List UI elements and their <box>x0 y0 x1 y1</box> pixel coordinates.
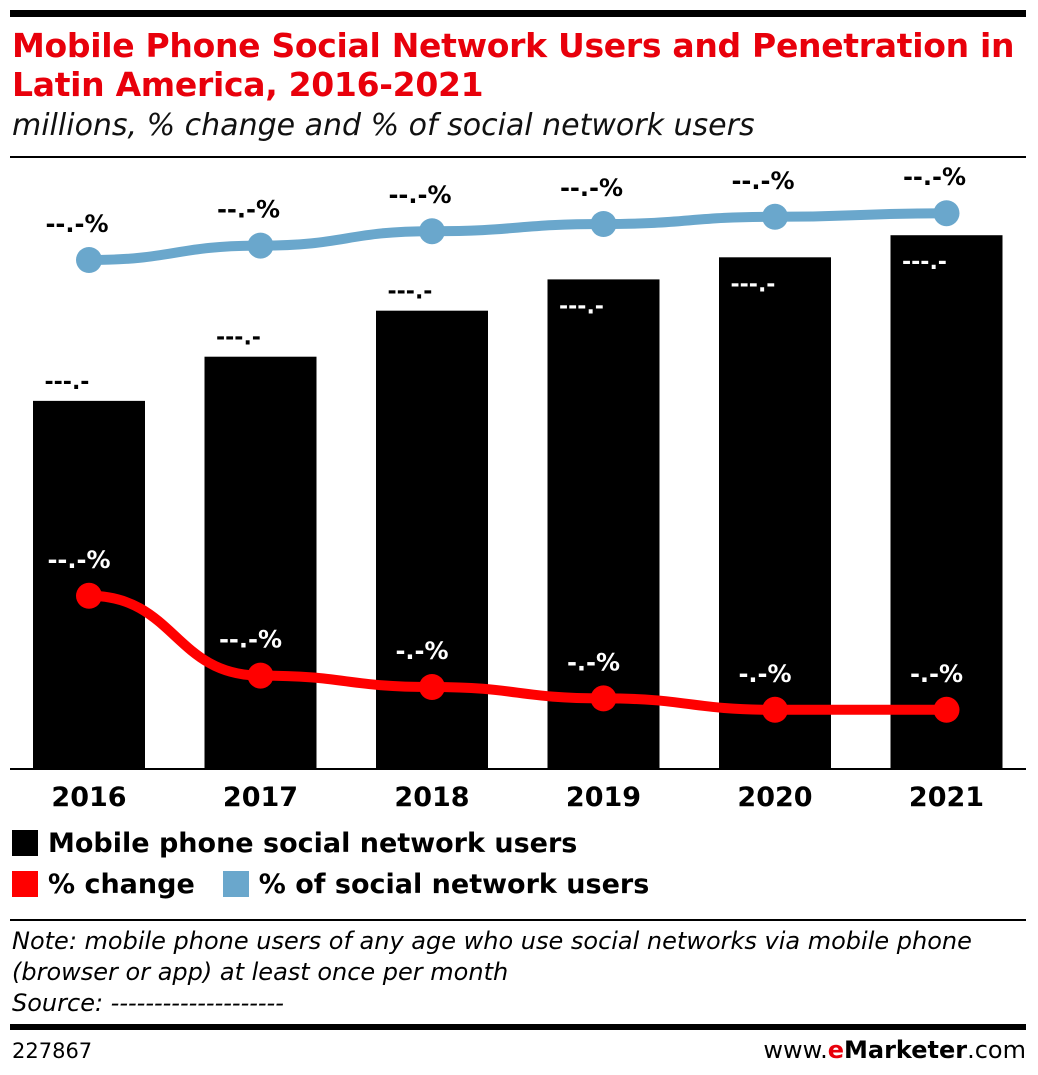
bar-label-2020: ---.- <box>731 272 776 297</box>
brand-logo: www.eMarketer.com <box>763 1036 1026 1064</box>
legend-item-penetration: % of social network users <box>222 868 650 900</box>
legend-label-users: Mobile phone social network users <box>48 827 578 859</box>
brand-e: e <box>827 1036 845 1064</box>
bar-label-2018: ---.- <box>388 280 433 305</box>
bar-2018 <box>376 310 488 769</box>
penetration-point-2019 <box>590 211 617 237</box>
legend-label-change: % change <box>48 868 195 900</box>
bar-2021 <box>890 235 1003 769</box>
bar-label-2021: ---.- <box>902 250 947 275</box>
change-label-2019: -.-% <box>567 648 620 676</box>
penetration-point-2020 <box>762 203 788 230</box>
change-label-2018: -.-% <box>395 637 448 665</box>
legend-swatch-users <box>12 830 38 856</box>
penetration-label-2017: --.-% <box>217 196 280 224</box>
penetration-label-2016: --.-% <box>45 210 108 238</box>
header-divider <box>10 156 1026 158</box>
bar-label-2017: ---.- <box>216 326 261 351</box>
legend-swatch-change <box>12 871 38 897</box>
chart-subtitle: millions, % change and % of social netwo… <box>12 108 755 143</box>
legend-swatch-penetration <box>222 871 249 897</box>
legend-row-1: Mobile phone social network users <box>12 825 605 861</box>
penetration-label-2021: --.-% <box>903 163 966 191</box>
penetration-line <box>84 208 952 265</box>
penetration-label-2019: --.-% <box>560 174 623 202</box>
penetration-point-2017 <box>247 232 274 259</box>
x-tick-2020: 2020 <box>737 782 812 813</box>
top-rule <box>10 10 1026 17</box>
bar-2020 <box>719 257 831 769</box>
source-line: Source: -------------------- <box>12 989 284 1017</box>
legend-item-change: % change <box>12 869 195 900</box>
brand-suffix: .com <box>967 1036 1026 1064</box>
legend-label-penetration: % of social network users <box>258 868 650 900</box>
penetration-label-2020: --.-% <box>731 167 794 195</box>
change-point-2017 <box>247 662 274 689</box>
x-tick-2018: 2018 <box>394 782 469 813</box>
x-tick-2021: 2021 <box>909 782 984 813</box>
footnote: Note: mobile phone users of any age who … <box>12 927 972 986</box>
change-point-2018 <box>419 674 445 700</box>
chart-area: ---.- ---.- ---.- ---.- ---.- ---.- 2016 2017 20… <box>10 163 1026 813</box>
change-label-2021: -.-% <box>910 660 963 688</box>
footer-divider <box>10 919 1026 921</box>
change-line <box>84 590 952 715</box>
chart-title: Mobile Phone Social Network Users and Pe… <box>12 26 1015 104</box>
change-label-2016: --.-% <box>47 546 110 574</box>
legend-item-users: Mobile phone social network users <box>12 828 577 859</box>
change-label-2017: --.-% <box>219 626 282 654</box>
chart-id: 227867 <box>12 1039 93 1063</box>
bar-label-2016: ---.- <box>45 370 90 395</box>
penetration-point-2018 <box>419 218 445 245</box>
change-point-2021 <box>933 696 960 723</box>
bar-2017 <box>204 356 317 769</box>
penetration-point-2021 <box>933 200 960 227</box>
brand-prefix: www. <box>763 1036 828 1064</box>
change-point-2016 <box>76 582 102 609</box>
bar-label-2019: ---.- <box>559 294 604 319</box>
change-point-2020 <box>762 696 788 723</box>
brand-name: Marketer <box>844 1036 968 1064</box>
x-tick-2016: 2016 <box>51 782 126 813</box>
legend-row-2: % change % of social network users <box>12 866 677 902</box>
penetration-point-2016 <box>76 247 102 273</box>
change-point-2019 <box>590 685 617 712</box>
x-tick-2017: 2017 <box>223 782 298 813</box>
penetration-label-2018: --.-% <box>388 181 451 209</box>
bottom-rule <box>10 1024 1026 1030</box>
change-label-2020: -.-% <box>738 660 791 688</box>
x-tick-2019: 2019 <box>566 782 641 813</box>
